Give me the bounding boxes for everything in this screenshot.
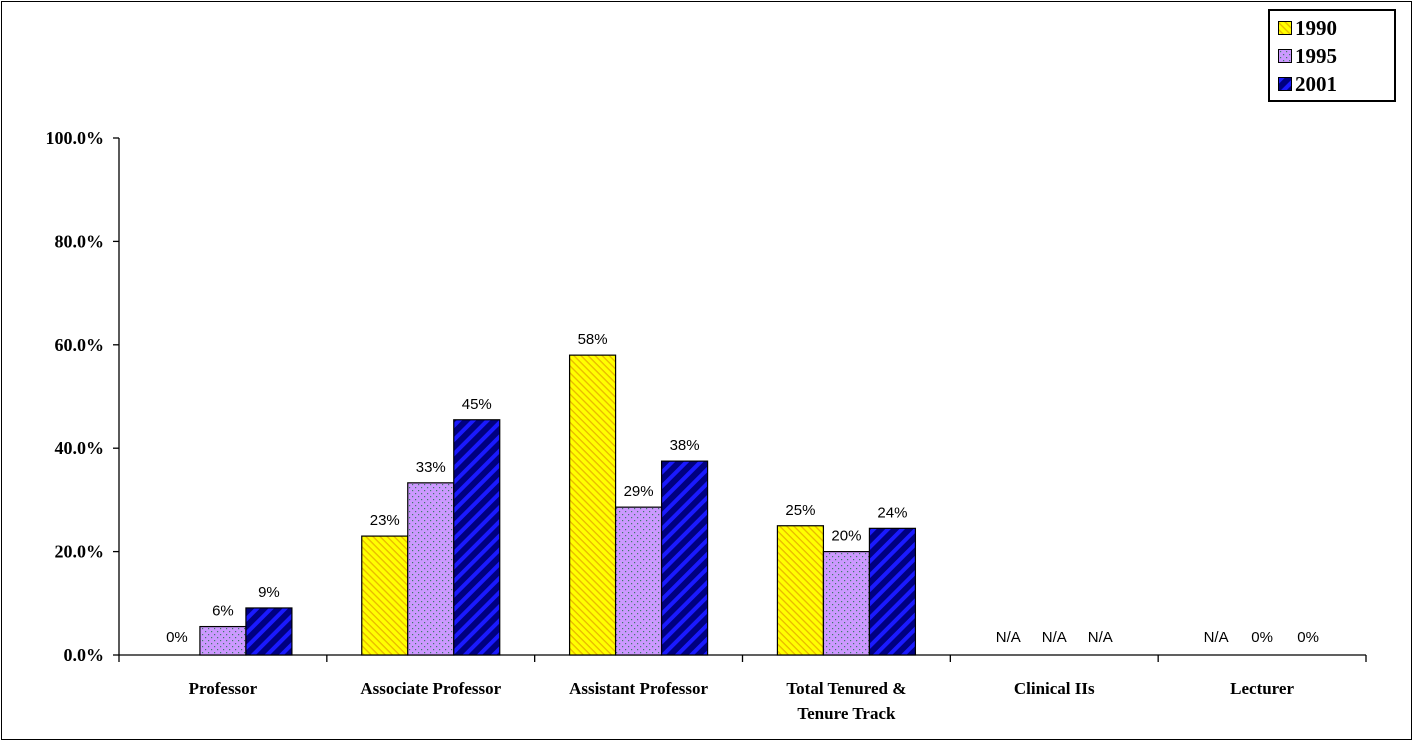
bar-1990 [568, 354, 617, 656]
chart-axes: 0.0% 20.0% 40.0% 60.0% 80.0% 100.0% Professor A… [46, 128, 1367, 723]
x-category-label: Professor [189, 679, 258, 698]
bar-2001 [245, 607, 293, 656]
bar-1995 [614, 506, 663, 656]
bar-1990 [361, 535, 409, 656]
data-label-2001: 0% [1297, 629, 1319, 646]
data-label-1995: 0% [1251, 629, 1273, 646]
legend-label-1995: 1995 [1295, 43, 1337, 68]
y-tick-label: 40.0% [55, 438, 105, 458]
legend-label-2001: 2001 [1295, 71, 1337, 96]
x-category-label: Clinical IIs [1014, 679, 1095, 698]
bar-2001 [868, 527, 917, 656]
y-tick-label: 100.0% [46, 128, 105, 148]
legend-item-2001: 2001 [1278, 71, 1337, 97]
data-label-1995: 20% [831, 528, 861, 545]
data-label-1990: N/A [996, 629, 1021, 646]
x-category-label: Associate Professor [360, 679, 501, 698]
legend-swatch-1990 [1278, 21, 1292, 35]
data-label-2001: 45% [462, 396, 492, 413]
bar-1995 [199, 625, 247, 656]
data-label-2001: N/A [1088, 629, 1113, 646]
legend-swatch-2001 [1278, 77, 1292, 91]
y-tick-label: 0.0% [64, 645, 105, 665]
data-label-2001: 38% [670, 437, 700, 454]
data-label-1995: 6% [212, 603, 234, 620]
chart-legend: 1990 1995 2001 [1268, 9, 1396, 102]
x-category-label: Assistant Professor [569, 679, 708, 698]
data-label-1990: 25% [785, 502, 815, 519]
y-tick-label: 60.0% [55, 335, 105, 355]
data-label-1990: 23% [370, 512, 400, 529]
legend-item-1995: 1995 [1278, 43, 1337, 69]
data-label-2001: 9% [258, 584, 280, 601]
x-category-label: Total Tenured & [786, 679, 906, 698]
x-category-label: Lecturer [1230, 679, 1294, 698]
data-label-1995: N/A [1042, 629, 1067, 646]
legend-label-1990: 1990 [1295, 15, 1337, 40]
data-label-1990: N/A [1204, 629, 1229, 646]
data-label-1995: 33% [416, 459, 446, 476]
x-category-label: Tenure Track [797, 704, 896, 723]
bar-1995 [407, 482, 455, 656]
chart-bars [199, 354, 917, 656]
legend-swatch-1995 [1278, 49, 1292, 63]
y-tick-label: 80.0% [55, 231, 105, 251]
data-label-1995: 29% [624, 483, 654, 500]
bar-1995 [822, 550, 871, 656]
data-label-1990: 58% [578, 331, 608, 348]
y-tick-label: 20.0% [55, 542, 105, 562]
legend-item-1990: 1990 [1278, 15, 1337, 41]
chart-data-labels: 0% 6% 9% 23% 33% 45% 58% 29% 38% 25% 20% 24% N/A N/A N… [166, 331, 1319, 646]
bar-2001 [660, 460, 709, 656]
bar-1990 [776, 525, 825, 656]
data-label-1990: 0% [166, 629, 188, 646]
bar-2001 [453, 419, 501, 656]
data-label-2001: 24% [877, 504, 907, 521]
